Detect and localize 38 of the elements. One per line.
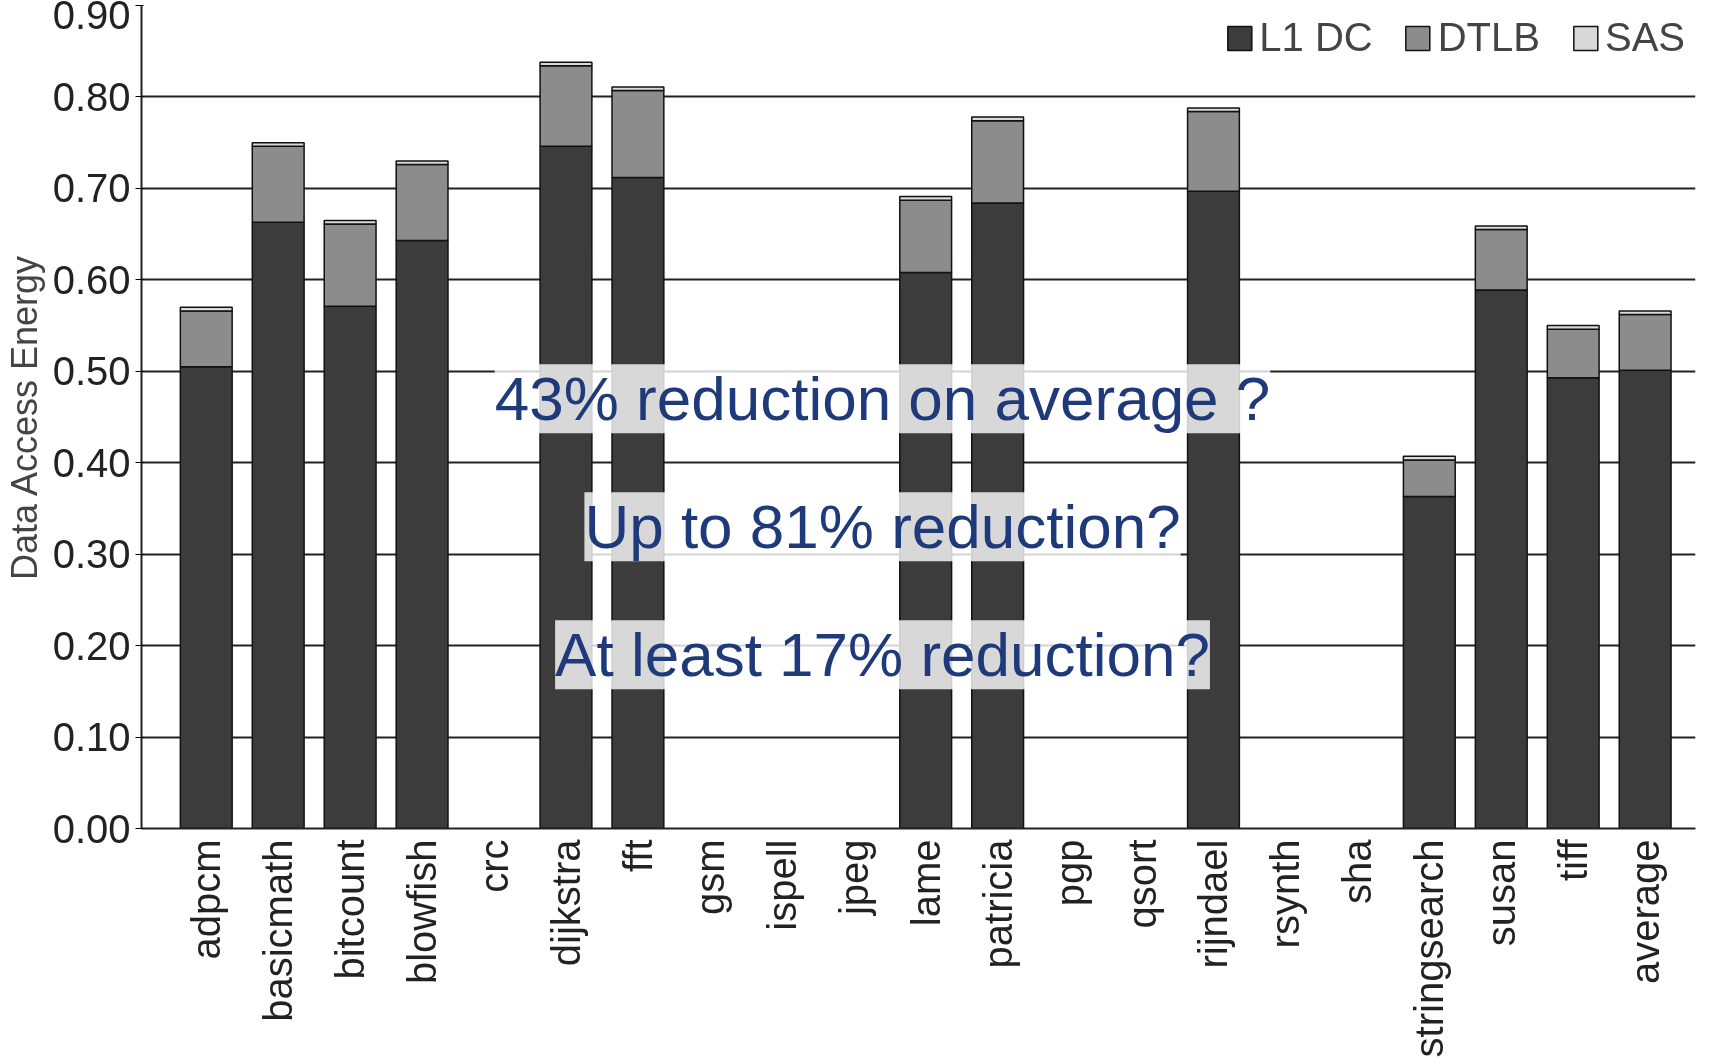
x-tick-label: bitcount — [328, 839, 373, 980]
annotation: At least 17% reduction? — [555, 620, 1210, 690]
x-tick-label: sha — [1335, 838, 1380, 904]
y-tick-label: 0.10 — [52, 715, 131, 760]
y-tick-label: 0.90 — [52, 0, 131, 37]
y-tick-label: 0.60 — [52, 257, 131, 302]
y-tick-label: 0.30 — [52, 532, 131, 577]
x-tick-label: blowfish — [400, 839, 445, 985]
y-axis-title: Data Access Energy — [3, 255, 45, 581]
annotation: 43% reduction on average ? — [494, 364, 1271, 434]
legend-label: L1 DC — [1259, 15, 1373, 60]
x-tick-label: patricia — [975, 838, 1020, 969]
x-tick-label: crc — [472, 839, 517, 893]
y-tick-label: 0.20 — [52, 623, 131, 668]
x-tick-label: jpeg — [831, 839, 876, 917]
legend-label: DTLB — [1437, 15, 1540, 60]
x-tick-label: basicmath — [256, 839, 301, 1022]
x-tick-label: rsynth — [1263, 839, 1308, 949]
x-tick-label: qsort — [1119, 839, 1164, 929]
x-tick-label: lame — [903, 839, 948, 927]
x-tick-label: pgp — [1047, 839, 1092, 907]
x-tick-label: adpcm — [184, 839, 229, 960]
x-tick-label: gsm — [687, 839, 732, 916]
x-tick-label: fft — [615, 839, 660, 873]
x-tick-label: average — [1623, 839, 1668, 985]
legend-label: SAS — [1604, 15, 1685, 60]
x-tick-label: dijkstra — [543, 838, 588, 967]
x-tick-label: tiff — [1551, 838, 1596, 881]
x-tick-label: ispell — [759, 839, 804, 931]
y-tick-label: 0.80 — [52, 74, 131, 119]
x-tick-label: susan — [1479, 839, 1524, 947]
annotation: Up to 81% reduction? — [584, 492, 1181, 562]
y-tick-label: 0.70 — [52, 166, 131, 211]
y-tick-label: 0.40 — [52, 440, 131, 485]
x-tick-label: stringsearch — [1407, 839, 1452, 1058]
x-tick-label: rijndael — [1191, 839, 1236, 969]
y-tick-label: 0.50 — [52, 349, 131, 394]
y-tick-label: 0.00 — [52, 806, 131, 851]
